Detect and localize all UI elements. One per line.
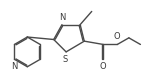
Text: N: N xyxy=(11,62,18,71)
Text: S: S xyxy=(63,55,68,64)
Text: N: N xyxy=(59,13,65,22)
Text: O: O xyxy=(114,32,121,41)
Text: O: O xyxy=(100,62,107,71)
